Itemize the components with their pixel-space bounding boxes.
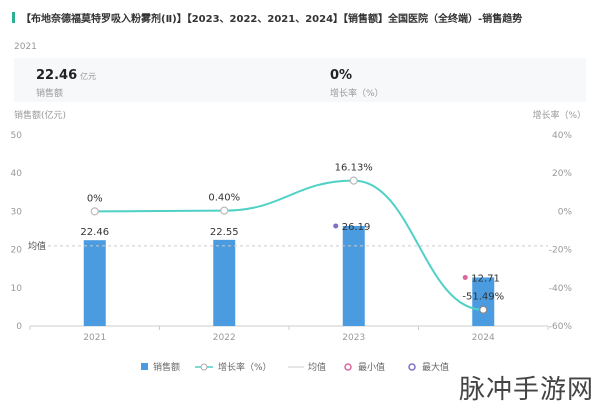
legend-bar-swatch [141,363,148,370]
growth-point [479,305,488,314]
summary-panel: 22.46 亿元 销售额 0% 增长率（%） [14,58,586,102]
y-tick-label: 0 [16,322,22,332]
y2-tick-label: 0% [558,207,573,217]
sales-value: 22.46 [36,68,78,83]
bar-data-label: 22.46 [80,227,109,238]
summary-year: 2021 [14,42,37,52]
y2-tick-label: -40% [549,284,573,294]
min-marker [462,274,468,280]
y2-tick-label: -60% [549,322,573,332]
growth-data-label: 0.40% [208,193,240,204]
legend-max-marker [408,363,416,371]
bar-data-label: 26.19 [342,222,371,233]
bar-data-label: 12.71 [471,273,500,284]
bar-2024 [472,277,495,326]
growth-data-label: 16.13% [335,163,373,174]
y-tick-label: 20 [11,246,23,256]
chart-title: 【布地奈德福莫特罗吸入粉雾剂(Ⅱ)】【2023、2022、2021、2024】【… [12,10,522,25]
average-label: 均值 [28,240,46,252]
max-marker [333,223,339,229]
legend-min: 最小值 [358,361,385,373]
legend-growth: 增长率（%） [218,361,272,373]
sales-unit: 亿元 [80,72,97,81]
growth-data-label: 0% [87,193,103,204]
legend-sales: 销售额 [153,361,180,373]
growth-label: 增长率（%） [330,89,384,99]
y-tick-label: 30 [11,207,23,217]
sales-metric: 22.46 亿元 销售额 [36,64,96,99]
legend-max: 最大值 [422,361,449,373]
bar-data-label: 22.55 [210,227,239,238]
title-accent [12,12,15,23]
y-tick-label: 10 [11,284,23,294]
growth-value: 0% [330,68,353,83]
y2-tick-label: 20% [552,169,572,179]
x-tick-label: 2024 [472,333,495,343]
legend-min-marker [344,363,352,371]
growth-point [220,206,229,215]
bar-2022 [213,239,236,326]
watermark: 脉冲手游网 [458,375,594,405]
title-text: 【布地奈德福莫特罗吸入粉雾剂(Ⅱ)】【2023、2022、2021、2024】【… [21,14,523,25]
legend-growth-marker [200,363,208,371]
y-axis-title: 销售额(亿元) [14,109,66,121]
x-tick-label: 2021 [83,333,106,343]
growth-point [90,207,99,216]
y2-tick-label: 40% [552,131,572,141]
x-tick-label: 2023 [342,333,365,343]
x-tick-label: 2022 [213,333,236,343]
growth-line [94,179,484,311]
growth-point [349,176,358,185]
bar-2021 [83,240,106,326]
y-tick-label: 50 [11,131,23,141]
y2-axis-title: 增长率（%） [532,109,586,121]
bar-2023 [342,225,365,326]
growth-data-label: -51.49% [462,292,504,303]
y2-tick-label: -20% [549,246,573,256]
sales-label: 销售额 [36,89,64,99]
growth-metric: 0% 增长率（%） [330,64,384,99]
legend-average: 均值 [308,361,326,373]
y-tick-label: 40 [11,169,23,179]
